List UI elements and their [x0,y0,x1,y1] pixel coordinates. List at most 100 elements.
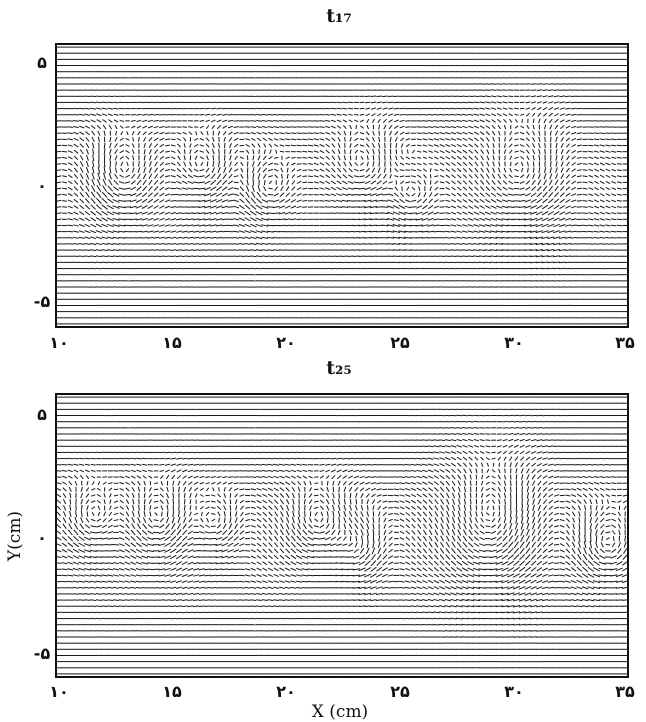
vector-arrow [486,167,490,173]
vector-arrow [393,113,400,116]
vector-arrow [387,107,394,110]
vector-arrow [244,236,251,240]
vector-arrow [445,224,451,227]
vector-arrow [610,132,617,134]
vector-arrow [382,118,387,123]
vector-arrow [445,162,451,166]
vector-arrow [566,149,570,154]
vector-arrow [514,156,519,159]
vector-arrow [164,199,171,203]
vector-arrow [497,124,502,130]
vector-arrow [364,205,372,209]
vector-arrow [164,255,171,257]
top-ytick-minus5: -۵ [34,292,51,311]
vector-arrow [125,156,130,160]
vector-arrow [541,255,549,258]
vector-arrow [514,144,519,147]
vector-arrow [204,224,211,227]
vector-arrow [560,137,565,142]
vector-arrow [324,193,331,196]
vector-arrow [344,137,346,142]
vector-arrow [576,162,582,165]
vector-arrow [468,192,474,197]
vector-arrow [605,180,611,185]
vector-arrow [421,114,428,116]
vector-arrow [56,150,62,153]
vector-arrow [198,243,205,245]
vector-arrow [153,143,159,148]
vector-arrow [456,125,463,129]
vector-arrow [611,187,617,190]
vector-arrow [148,149,152,155]
vector-arrow [319,150,325,154]
vector-arrow [330,107,337,110]
vector-arrow [535,249,543,252]
vector-arrow [486,161,490,167]
vector-arrow [571,137,577,141]
top-vector-field [55,46,629,325]
vector-arrow [296,144,302,147]
vector-arrow [158,236,165,239]
vector-arrow [617,175,622,178]
vector-arrow [547,217,555,222]
vector-arrow [491,179,496,185]
vector-arrow [398,205,406,209]
vector-arrow [73,173,79,179]
vector-arrow [240,173,244,179]
vector-arrow [273,255,280,257]
vector-arrow [445,212,451,215]
vector-arrow [387,205,394,209]
vector-arrow [319,114,325,116]
vector-arrow [319,200,325,202]
vector-arrow [536,192,543,198]
vector-arrow [67,568,74,571]
vector-arrow [262,173,267,179]
vector-arrow [599,174,605,178]
vector-arrow [141,192,148,198]
vector-arrow [250,249,257,252]
vector-arrow [331,155,336,161]
vector-arrow [421,217,429,221]
vector-arrow [198,205,206,209]
vector-arrow [83,555,92,559]
vector-arrow [456,119,463,122]
vector-arrow [261,198,269,203]
vector-arrow [349,137,352,142]
vector-arrow [331,167,336,173]
vector-arrow [86,511,89,517]
vector-arrow [421,211,429,216]
vector-arrow [216,243,223,245]
vector-arrow [210,107,217,110]
vector-arrow [95,562,103,565]
vector-arrow [349,155,352,161]
vector-arrow [428,144,434,147]
vector-arrow [284,132,291,135]
vector-arrow [209,211,217,215]
vector-arrow [245,138,251,141]
vector-arrow [67,150,73,154]
vector-arrow [450,113,457,116]
vector-arrow [136,113,142,116]
vector-arrow [233,205,240,209]
vector-arrow [56,224,62,227]
vector-arrow [256,131,262,135]
vector-arrow [244,242,251,245]
vector-arrow [541,249,549,252]
vector-arrow [78,223,85,227]
vector-arrow [576,114,583,116]
vector-arrow [354,114,359,116]
vector-arrow [103,130,106,136]
vector-arrow [490,205,497,209]
vector-arrow [565,186,571,191]
vector-arrow [313,162,319,166]
vector-arrow [159,161,165,166]
vector-arrow [84,457,91,460]
vector-arrow [330,206,337,208]
vector-arrow [445,187,451,191]
vector-arrow [268,187,273,190]
vector-arrow [67,218,74,221]
vector-arrow [547,89,554,91]
vector-arrow [405,162,411,165]
vector-arrow [176,224,182,227]
vector-arrow [560,130,565,136]
